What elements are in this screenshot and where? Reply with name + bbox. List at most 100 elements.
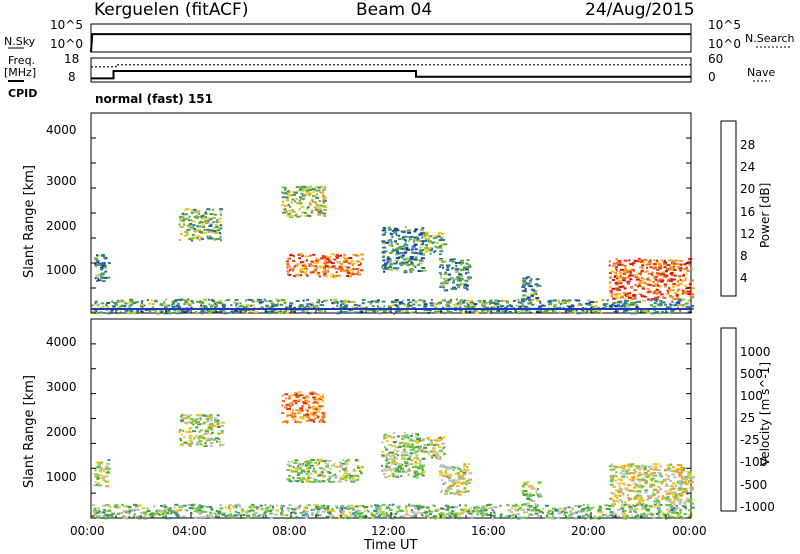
- power-cell-9-456: [446, 309, 449, 312]
- power-cell-8-282: [665, 270, 668, 273]
- velocity-cell-9-583: [217, 512, 221, 515]
- velocity-cell-8-325: [617, 500, 620, 503]
- power-cell-9-824: [154, 299, 157, 302]
- velocity-cell-8-332: [670, 487, 675, 490]
- velocity-cell-9-862: [604, 504, 609, 507]
- velocity-cell-9-165: [661, 516, 665, 519]
- velocity-cell-9-151: [586, 504, 590, 506]
- power-cell-4-22: [422, 234, 425, 237]
- velocity-cell-4-111: [419, 445, 422, 448]
- power-cell-9-659: [501, 312, 504, 315]
- power-cell-4-169: [406, 244, 409, 247]
- power-cell-1-55: [182, 222, 185, 225]
- power-cell-1-95: [189, 223, 191, 226]
- power-cell-3-130: [322, 273, 325, 276]
- power-cell-2-74: [308, 203, 312, 206]
- velocity-cell-8-353: [652, 493, 656, 496]
- power-cell-4-79: [412, 264, 417, 267]
- power-cell-8-166: [670, 289, 675, 292]
- velocity-cell-9-899: [593, 515, 597, 518]
- power-cell-9-351: [183, 299, 187, 302]
- power-cell-3-128: [347, 275, 352, 278]
- power-cell-9-118: [412, 303, 416, 306]
- velocity-cell-1-89: [205, 433, 208, 436]
- velocity-cell-5-2: [430, 454, 434, 457]
- velocity-cell-9-894: [414, 507, 418, 510]
- velocity-cell-9-886: [406, 510, 409, 513]
- power-cell-9-818: [517, 311, 520, 313]
- velocity-cell-9-295: [263, 511, 267, 514]
- velocity-cell-9-768: [227, 514, 232, 517]
- velocity-cell-4-85: [400, 454, 405, 457]
- power-cell-8-318: [678, 275, 682, 277]
- velocity-cell-9-435: [547, 510, 551, 513]
- velocity-cell-1-106: [183, 441, 188, 444]
- velocity-cell-0-23: [97, 484, 102, 487]
- power-cell-3-108: [326, 261, 331, 264]
- power-cell-8-340: [629, 269, 633, 272]
- velocity-cell-4-134: [414, 470, 417, 473]
- velocity-cell-3-180: [305, 461, 310, 464]
- power-cell-0-41: [103, 266, 108, 269]
- velocity-cell-9-335: [634, 507, 639, 510]
- velocity-cell-2-145: [284, 406, 288, 409]
- velocity-cell-4-160: [381, 441, 384, 444]
- power-cell-1-51: [198, 216, 201, 218]
- velocity-cell-3-81: [323, 475, 326, 477]
- velocity-cell-9-322: [165, 511, 170, 514]
- velocity-cell-6-84: [448, 485, 451, 488]
- velocity-cell-4-117: [408, 468, 411, 471]
- velocity-cell-9-341: [531, 509, 535, 512]
- power-cell-9-573: [221, 303, 226, 306]
- velocity-cell-7-22: [521, 489, 526, 492]
- velocity-cell-8-271: [635, 484, 639, 487]
- power-cell-6-74: [445, 273, 449, 276]
- power-cell-2-32: [287, 204, 290, 207]
- velocity-cell-9-493: [144, 513, 148, 516]
- power-cell-3-53: [334, 255, 337, 258]
- power-cell-5-0: [434, 245, 437, 248]
- velocity-cell-9-710: [146, 510, 151, 512]
- velocity-cell-9-248: [476, 506, 481, 509]
- noise-panel-frame: [90, 23, 692, 53]
- power-cell-9-366: [373, 310, 377, 313]
- velocity-cell-8-255: [638, 480, 641, 483]
- power-cell-2-92: [282, 200, 285, 203]
- velocity-cell-3-139: [327, 460, 332, 462]
- power-cell-1-32: [213, 227, 216, 230]
- velocity-cell-9-668: [269, 512, 273, 515]
- velocity-cell-6-66: [468, 472, 473, 475]
- power-cell-9-888: [677, 304, 680, 307]
- velocity-cell-3-133: [308, 477, 312, 480]
- velocity-cell-4-129: [394, 463, 397, 466]
- power-cell-3-187: [331, 265, 335, 268]
- velocity-cell-9-752: [401, 510, 405, 513]
- velocity-cell-6-79: [449, 492, 454, 495]
- power-cell-4-171: [419, 252, 423, 255]
- velocity-cell-1-142: [216, 419, 220, 422]
- velocity-cell-5-14: [432, 451, 437, 454]
- velocity-cell-3-87: [298, 479, 303, 482]
- velocity-cell-4-62: [403, 436, 408, 439]
- power-cell-8-84: [651, 271, 654, 274]
- velocity-cell-9-215: [433, 515, 438, 518]
- power-cell-4-19: [417, 270, 422, 272]
- velocity-cell-1-133: [218, 440, 221, 443]
- velocity-cell-9-553: [148, 513, 151, 516]
- velocity-cell-8-272: [665, 483, 668, 486]
- velocity-cell-6-49: [442, 474, 446, 477]
- velocity-cell-9-103: [449, 511, 452, 514]
- power-cell-9-106: [485, 301, 489, 304]
- velocity-cell-9-451: [652, 516, 656, 519]
- velocity-cell-8-119: [652, 463, 657, 466]
- velocity-cell-1-117: [209, 417, 213, 420]
- power-cell-4-118: [417, 237, 420, 240]
- velocity-cell-8-90: [644, 480, 648, 483]
- power-cell-8-352: [675, 294, 679, 297]
- velocity-cell-6-104: [464, 482, 467, 485]
- velocity-cell-8-368: [664, 497, 669, 500]
- power-cell-9-373: [634, 309, 638, 312]
- velocity-cell-3-124: [310, 458, 315, 461]
- power-cell-9-719: [165, 311, 170, 314]
- power-cell-8-287: [655, 288, 658, 291]
